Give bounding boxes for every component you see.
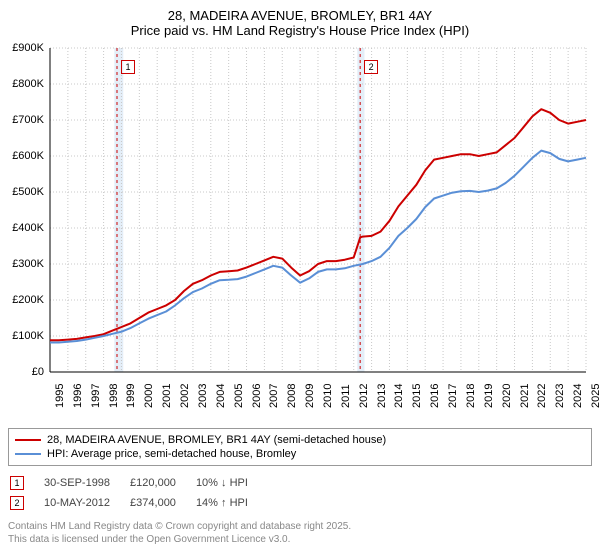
x-axis-label: 2019 <box>483 384 495 408</box>
events-table: 1 30-SEP-1998 £120,000 10% ↓ HPI 2 10-MA… <box>8 472 268 514</box>
copyright-notice: Contains HM Land Registry data © Crown c… <box>8 520 592 546</box>
x-axis-label: 1995 <box>54 384 66 408</box>
x-axis-label: 1997 <box>90 384 102 408</box>
x-axis-label: 2004 <box>215 384 227 408</box>
x-axis-label: 2016 <box>429 384 441 408</box>
x-axis-label: 2005 <box>233 384 245 408</box>
x-axis-label: 2012 <box>358 384 370 408</box>
event-marker-icon: 1 <box>10 476 24 490</box>
title-line-2: Price paid vs. HM Land Registry's House … <box>8 23 592 38</box>
y-axis-label: £0 <box>32 366 44 378</box>
x-axis-label: 2008 <box>286 384 298 408</box>
legend-item-price-paid: 28, MADEIRA AVENUE, BROMLEY, BR1 4AY (se… <box>15 433 585 447</box>
x-axis-label: 2017 <box>447 384 459 408</box>
title-line-1: 28, MADEIRA AVENUE, BROMLEY, BR1 4AY <box>8 8 592 23</box>
x-axis-label: 2000 <box>143 384 155 408</box>
x-axis-label: 2025 <box>590 384 600 408</box>
event-row: 2 10-MAY-2012 £374,000 14% ↑ HPI <box>10 494 266 512</box>
x-axis-label: 1998 <box>108 384 120 408</box>
x-axis-label: 2002 <box>179 384 191 408</box>
x-axis-label: 2001 <box>161 384 173 408</box>
x-axis-label: 2023 <box>554 384 566 408</box>
event-date: 10-MAY-2012 <box>44 494 128 512</box>
y-axis-label: £700K <box>12 114 44 126</box>
chart-marker: 2 <box>364 60 378 74</box>
copyright-line: Contains HM Land Registry data © Crown c… <box>8 520 592 533</box>
x-axis-label: 2007 <box>268 384 280 408</box>
x-axis-label: 2009 <box>304 384 316 408</box>
x-axis-label: 1996 <box>72 384 84 408</box>
y-axis-label: £900K <box>12 42 44 54</box>
x-axis-label: 2003 <box>197 384 209 408</box>
y-axis-label: £400K <box>12 222 44 234</box>
x-axis-label: 2013 <box>376 384 388 408</box>
x-axis-label: 2021 <box>519 384 531 408</box>
x-axis-label: 2014 <box>393 384 405 408</box>
event-price: £120,000 <box>130 474 194 492</box>
x-axis-label: 2022 <box>536 384 548 408</box>
y-axis-label: £300K <box>12 258 44 270</box>
y-axis-label: £100K <box>12 330 44 342</box>
legend-swatch <box>15 453 41 455</box>
x-axis-label: 2024 <box>572 384 584 408</box>
y-axis-label: £600K <box>12 150 44 162</box>
y-axis-label: £500K <box>12 186 44 198</box>
x-axis-label: 2010 <box>322 384 334 408</box>
legend-swatch <box>15 439 41 441</box>
event-row: 1 30-SEP-1998 £120,000 10% ↓ HPI <box>10 474 266 492</box>
price-chart: £0 £100K £200K £300K £400K £500K £600K £700K £80… <box>8 42 592 422</box>
x-axis-label: 2020 <box>501 384 513 408</box>
copyright-line: This data is licensed under the Open Gov… <box>8 533 592 546</box>
event-delta: 10% ↓ HPI <box>196 474 266 492</box>
legend-item-hpi: HPI: Average price, semi-detached house,… <box>15 447 585 461</box>
x-axis-label: 2011 <box>340 384 352 408</box>
x-axis-label: 2006 <box>251 384 263 408</box>
x-axis-label: 2015 <box>411 384 423 408</box>
legend-label: 28, MADEIRA AVENUE, BROMLEY, BR1 4AY (se… <box>47 434 386 446</box>
legend: 28, MADEIRA AVENUE, BROMLEY, BR1 4AY (se… <box>8 428 592 466</box>
legend-label: HPI: Average price, semi-detached house,… <box>47 448 296 460</box>
x-axis-label: 1999 <box>125 384 137 408</box>
event-date: 30-SEP-1998 <box>44 474 128 492</box>
event-marker-icon: 2 <box>10 496 24 510</box>
event-delta: 14% ↑ HPI <box>196 494 266 512</box>
x-axis-label: 2018 <box>465 384 477 408</box>
event-price: £374,000 <box>130 494 194 512</box>
chart-title: 28, MADEIRA AVENUE, BROMLEY, BR1 4AY Pri… <box>8 8 592 38</box>
y-axis-label: £800K <box>12 78 44 90</box>
chart-marker: 1 <box>121 60 135 74</box>
y-axis-label: £200K <box>12 294 44 306</box>
